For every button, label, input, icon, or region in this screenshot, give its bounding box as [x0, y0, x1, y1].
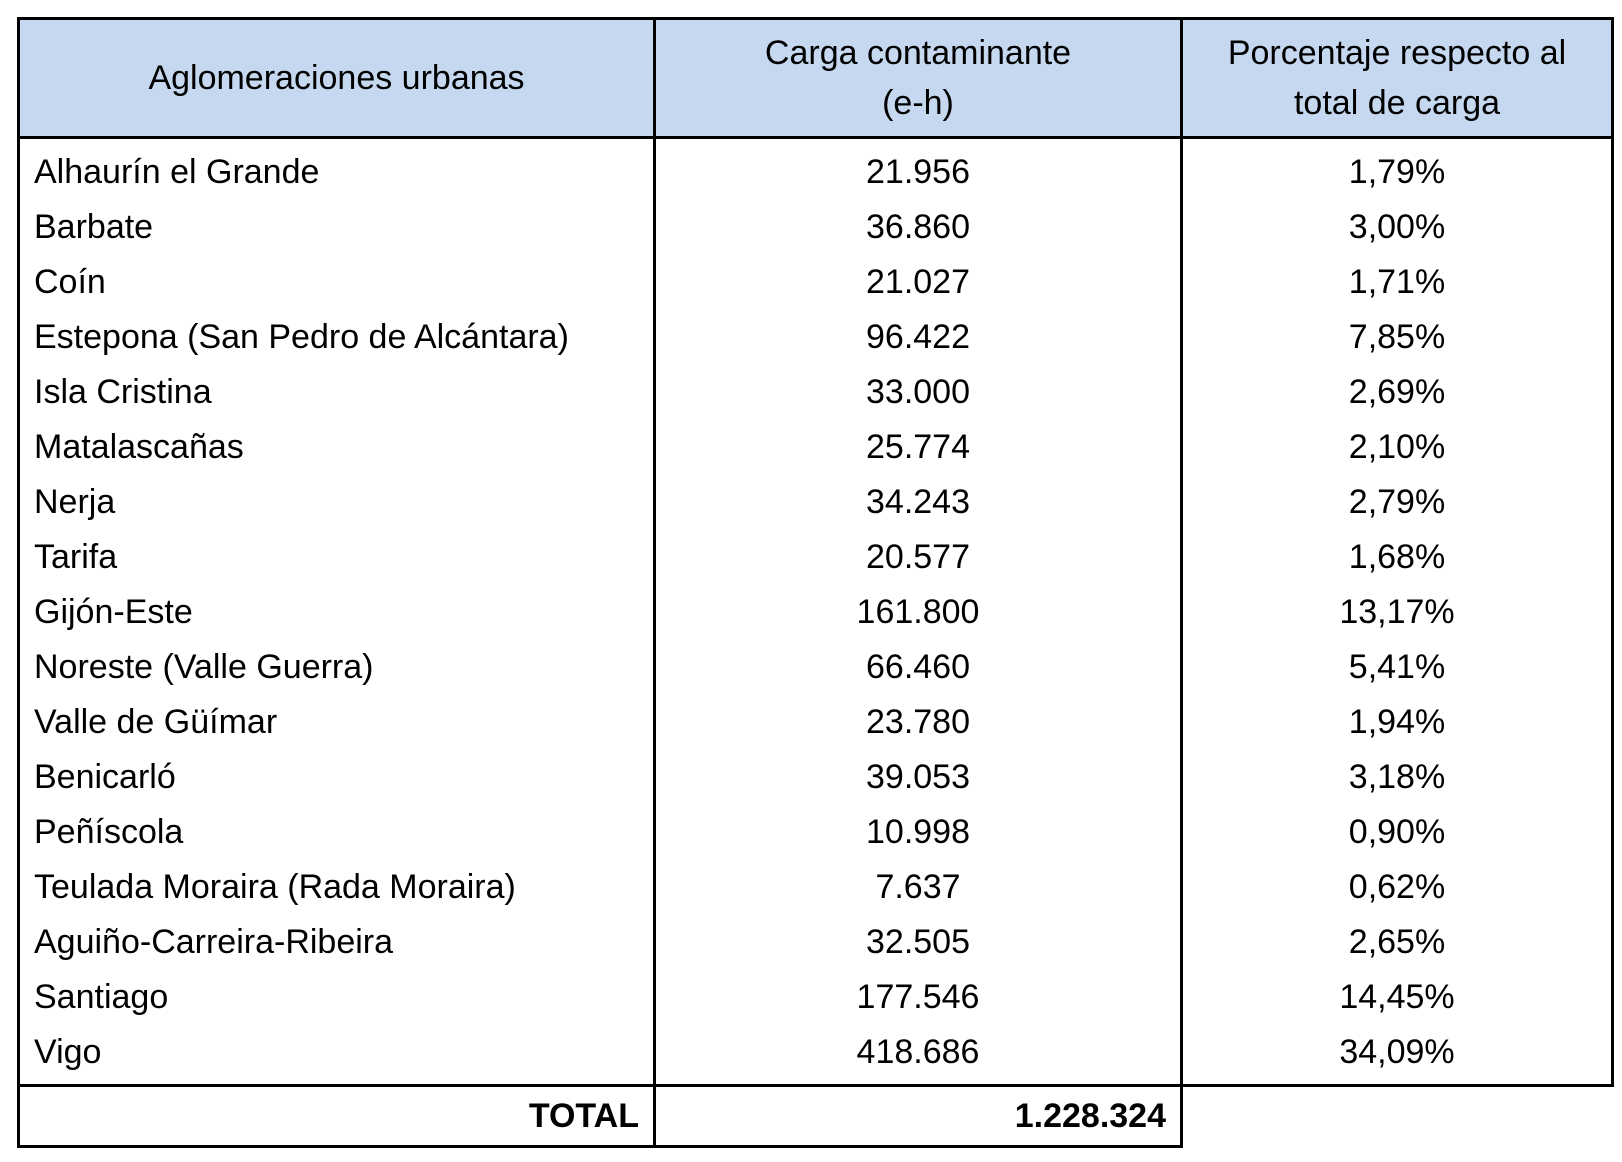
- header-pollutant-load: Carga contaminante (e-h): [653, 17, 1183, 139]
- pollutant-load-value: 21.956: [653, 137, 1183, 200]
- percentage-value: 3,00%: [1180, 200, 1614, 255]
- table-row: Estepona (San Pedro de Alcántara) 96.422 7…: [17, 310, 1614, 365]
- agglomeration-name: Teulada Moraira (Rada Moraira): [17, 860, 656, 915]
- agglomeration-name: Vigo: [17, 1025, 656, 1087]
- percentage-value: 2,69%: [1180, 365, 1614, 420]
- agglomeration-name: Peñíscola: [17, 805, 656, 860]
- table-row: Coín 21.027 1,71%: [17, 255, 1614, 310]
- pollutant-load-value: 36.860: [653, 200, 1183, 255]
- pollutant-load-value: 20.577: [653, 530, 1183, 585]
- pollutant-load-value: 7.637: [653, 860, 1183, 915]
- pollutant-load-value: 23.780: [653, 695, 1183, 750]
- total-empty-cell: [1180, 1085, 1613, 1147]
- agglomeration-name: Valle de Güímar: [17, 695, 656, 750]
- agglomeration-name: Alhaurín el Grande: [17, 137, 656, 200]
- pollutant-load-value: 34.243: [653, 475, 1183, 530]
- header-row: Aglomeraciones urbanas Carga contaminant…: [17, 17, 1614, 139]
- pollutant-load-value: 33.000: [653, 365, 1183, 420]
- table-row: Nerja 34.243 2,79%: [17, 475, 1614, 530]
- agglomeration-name: Tarifa: [17, 530, 656, 585]
- table-row: Valle de Güímar 23.780 1,94%: [17, 695, 1614, 750]
- table-container: Aglomeraciones urbanas Carga contaminant…: [17, 17, 1614, 1148]
- header-agglomerations-label: Aglomeraciones urbanas: [148, 59, 525, 97]
- pollutant-load-value: 418.686: [653, 1025, 1183, 1087]
- total-label: TOTAL: [17, 1084, 656, 1148]
- agglomeration-name: Gijón-Este: [17, 585, 656, 640]
- header-percentage-line2: total de carga: [1293, 84, 1501, 122]
- agglomeration-name: Estepona (San Pedro de Alcántara): [17, 310, 656, 365]
- pollutant-load-value: 32.505: [653, 915, 1183, 970]
- table-row: Tarifa 20.577 1,68%: [17, 530, 1614, 585]
- percentage-value: 0,62%: [1180, 860, 1614, 915]
- table-row: Vigo 418.686 34,09%: [17, 1025, 1614, 1087]
- percentage-value: 2,65%: [1180, 915, 1614, 970]
- percentage-value: 1,71%: [1180, 255, 1614, 310]
- agglomeration-name: Aguiño-Carreira-Ribeira: [17, 915, 656, 970]
- pollutant-load-value: 39.053: [653, 750, 1183, 805]
- total-row: TOTAL 1.228.324: [17, 1084, 1613, 1148]
- total-value: 1.228.324: [653, 1084, 1183, 1148]
- percentage-value: 1,94%: [1180, 695, 1614, 750]
- pollution-load-table: Aglomeraciones urbanas Carga contaminant…: [17, 17, 1614, 1148]
- table-row: Aguiño-Carreira-Ribeira 32.505 2,65%: [17, 915, 1614, 970]
- agglomeration-name: Matalascañas: [17, 420, 656, 475]
- table-row: Matalascañas 25.774 2,10%: [17, 420, 1614, 475]
- agglomeration-name: Noreste (Valle Guerra): [17, 640, 656, 695]
- percentage-value: 34,09%: [1180, 1025, 1614, 1087]
- table-body: Alhaurín el Grande 21.956 1,79% Barbate 36.8…: [17, 137, 1614, 1087]
- percentage-value: 13,17%: [1180, 585, 1614, 640]
- table-row: Isla Cristina 33.000 2,69%: [17, 365, 1614, 420]
- header-pollutant-load-line2: (e-h): [882, 84, 954, 122]
- percentage-value: 7,85%: [1180, 310, 1614, 365]
- agglomeration-name: Santiago: [17, 970, 656, 1025]
- table-row: Benicarló 39.053 3,18%: [17, 750, 1614, 805]
- pollutant-load-value: 10.998: [653, 805, 1183, 860]
- agglomeration-name: Nerja: [17, 475, 656, 530]
- table-row: Noreste (Valle Guerra) 66.460 5,41%: [17, 640, 1614, 695]
- pollutant-load-value: 21.027: [653, 255, 1183, 310]
- pollutant-load-value: 96.422: [653, 310, 1183, 365]
- percentage-value: 5,41%: [1180, 640, 1614, 695]
- pollutant-load-value: 161.800: [653, 585, 1183, 640]
- header-agglomerations: Aglomeraciones urbanas: [17, 17, 656, 139]
- table-row: Barbate 36.860 3,00%: [17, 200, 1614, 255]
- header-percentage-line1: Porcentaje respecto al: [1227, 34, 1567, 72]
- agglomeration-name: Benicarló: [17, 750, 656, 805]
- header-pollutant-load-line1: Carga contaminante: [764, 34, 1072, 72]
- table-row: Gijón-Este 161.800 13,17%: [17, 585, 1614, 640]
- percentage-value: 1,79%: [1180, 137, 1614, 200]
- pollutant-load-value: 25.774: [653, 420, 1183, 475]
- table-row: Santiago 177.546 14,45%: [17, 970, 1614, 1025]
- agglomeration-name: Coín: [17, 255, 656, 310]
- header-percentage: Porcentaje respecto al total de carga: [1180, 17, 1614, 139]
- percentage-value: 14,45%: [1180, 970, 1614, 1025]
- agglomeration-name: Isla Cristina: [17, 365, 656, 420]
- percentage-value: 1,68%: [1180, 530, 1614, 585]
- table-row: Peñíscola 10.998 0,90%: [17, 805, 1614, 860]
- pollutant-load-value: 66.460: [653, 640, 1183, 695]
- table-row: Teulada Moraira (Rada Moraira) 7.637 0,62%: [17, 860, 1614, 915]
- percentage-value: 2,79%: [1180, 475, 1614, 530]
- percentage-value: 3,18%: [1180, 750, 1614, 805]
- percentage-value: 0,90%: [1180, 805, 1614, 860]
- agglomeration-name: Barbate: [17, 200, 656, 255]
- table-row: Alhaurín el Grande 21.956 1,79%: [17, 137, 1614, 200]
- percentage-value: 2,10%: [1180, 420, 1614, 475]
- pollutant-load-value: 177.546: [653, 970, 1183, 1025]
